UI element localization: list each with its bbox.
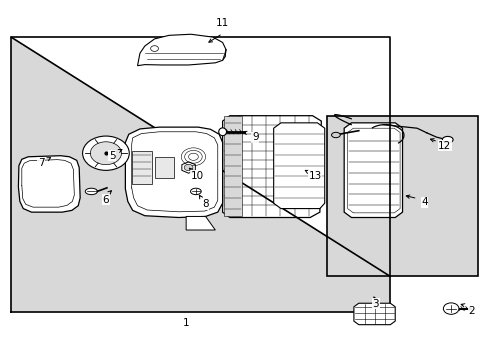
Text: 11: 11 [216,18,229,28]
Polygon shape [224,116,242,216]
Polygon shape [326,116,477,276]
Text: 8: 8 [202,199,208,209]
Text: 12: 12 [437,141,450,151]
Text: 7: 7 [38,158,44,168]
Text: 4: 4 [420,197,427,207]
Polygon shape [11,37,389,312]
Ellipse shape [190,188,201,195]
Circle shape [90,142,121,165]
Polygon shape [353,303,394,325]
Polygon shape [273,123,324,208]
Circle shape [82,136,129,170]
Text: 2: 2 [468,306,474,316]
Text: 3: 3 [372,299,378,309]
Text: 5: 5 [109,151,115,161]
Polygon shape [182,162,195,173]
Polygon shape [154,157,174,178]
Text: 1: 1 [183,318,189,328]
Polygon shape [19,156,80,212]
Text: 13: 13 [308,171,321,181]
Polygon shape [131,152,152,184]
Ellipse shape [218,128,226,136]
Polygon shape [137,34,225,66]
Polygon shape [222,116,321,217]
Circle shape [150,46,158,51]
Ellipse shape [331,132,340,138]
Text: 6: 6 [102,195,109,204]
Ellipse shape [85,188,97,195]
Text: 10: 10 [190,171,203,181]
Polygon shape [344,123,402,217]
Text: 9: 9 [251,132,258,142]
Ellipse shape [442,136,452,143]
Polygon shape [125,127,222,217]
Polygon shape [186,216,215,230]
Circle shape [443,303,458,314]
Circle shape [184,164,193,171]
